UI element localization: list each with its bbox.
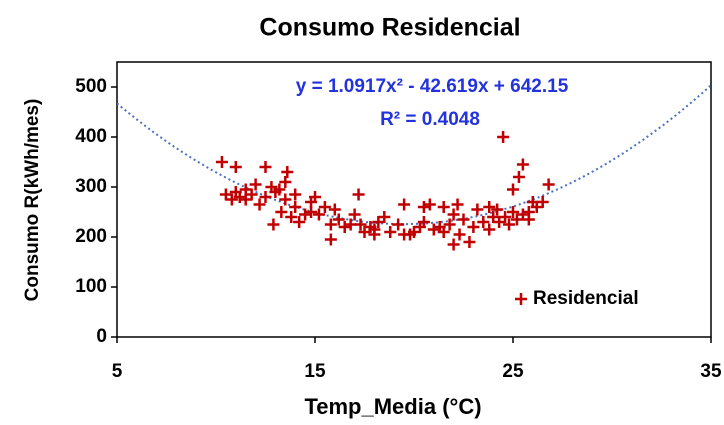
marker bbox=[309, 191, 321, 203]
marker bbox=[344, 218, 357, 231]
marker bbox=[491, 203, 504, 216]
marker bbox=[239, 193, 252, 206]
marker bbox=[471, 203, 484, 216]
marker bbox=[293, 216, 306, 228]
y-tick-label: 500 bbox=[75, 76, 107, 97]
marker bbox=[324, 233, 337, 246]
y-tick-label: 300 bbox=[75, 176, 107, 197]
marker bbox=[443, 218, 456, 231]
marker bbox=[467, 221, 480, 233]
marker bbox=[392, 218, 405, 231]
marker bbox=[437, 201, 450, 213]
marker bbox=[423, 198, 436, 211]
y-tick-label: 200 bbox=[75, 226, 107, 247]
marker bbox=[225, 193, 238, 206]
trendline bbox=[117, 84, 711, 226]
marker bbox=[417, 216, 430, 228]
marker bbox=[542, 178, 555, 191]
marker bbox=[253, 198, 266, 211]
legend-marker bbox=[515, 293, 527, 305]
marker bbox=[289, 188, 302, 201]
marker bbox=[215, 156, 228, 168]
marker bbox=[275, 206, 288, 218]
equation: y = 1.0917x² - 42.619x + 642.15 bbox=[296, 76, 569, 97]
marker bbox=[499, 211, 512, 223]
marker bbox=[497, 131, 510, 143]
marker bbox=[281, 166, 294, 178]
y-tick-label: 400 bbox=[75, 126, 107, 147]
x-tick-label: 5 bbox=[112, 361, 123, 382]
marker bbox=[384, 226, 397, 238]
marker bbox=[279, 193, 292, 206]
marker bbox=[273, 183, 286, 196]
r-squared: R² = 0.4048 bbox=[380, 109, 480, 130]
marker bbox=[285, 211, 298, 223]
marker bbox=[289, 201, 302, 213]
y-axis-label: Consumo R(kWh/mes) bbox=[22, 99, 43, 302]
marker bbox=[483, 223, 496, 236]
marker bbox=[312, 208, 325, 221]
marker bbox=[483, 201, 496, 213]
marker bbox=[352, 188, 365, 201]
marker bbox=[368, 228, 381, 241]
marker bbox=[451, 198, 464, 211]
marker bbox=[457, 213, 470, 226]
marker bbox=[447, 238, 460, 251]
x-tick-label: 25 bbox=[502, 361, 524, 382]
marker bbox=[503, 218, 516, 231]
plot-area bbox=[116, 61, 712, 338]
marker bbox=[318, 201, 331, 213]
y-tick-label: 0 bbox=[96, 326, 107, 347]
marker bbox=[305, 206, 318, 218]
marker bbox=[279, 176, 292, 188]
marker bbox=[536, 196, 549, 208]
marker bbox=[437, 226, 450, 238]
marker bbox=[332, 213, 345, 226]
marker bbox=[259, 191, 272, 203]
marker bbox=[477, 216, 490, 228]
marker bbox=[398, 228, 411, 241]
marker bbox=[427, 223, 440, 236]
x-tick-label: 15 bbox=[304, 361, 326, 382]
marker bbox=[324, 218, 337, 231]
marker bbox=[299, 208, 312, 221]
marker bbox=[516, 158, 529, 171]
marker bbox=[267, 218, 280, 231]
marker bbox=[453, 228, 466, 241]
chart-title: Consumo Residencial bbox=[259, 14, 520, 42]
x-axis-label: Temp_Media (°C) bbox=[304, 394, 481, 419]
marker bbox=[328, 203, 341, 216]
marker bbox=[348, 208, 361, 221]
marker bbox=[447, 208, 460, 221]
marker bbox=[512, 171, 525, 183]
marker bbox=[507, 183, 519, 196]
marker bbox=[522, 213, 535, 226]
marker bbox=[249, 178, 262, 191]
marker bbox=[507, 206, 519, 218]
marker bbox=[417, 201, 430, 213]
marker bbox=[338, 221, 351, 233]
y-tick-label: 100 bbox=[75, 276, 107, 297]
marker bbox=[259, 161, 272, 173]
legend-label: Residencial bbox=[533, 288, 639, 309]
marker bbox=[233, 191, 246, 203]
marker bbox=[398, 198, 411, 211]
marker bbox=[378, 211, 391, 223]
x-tick-label: 35 bbox=[700, 361, 722, 382]
marker bbox=[463, 236, 476, 248]
marker bbox=[229, 161, 242, 173]
